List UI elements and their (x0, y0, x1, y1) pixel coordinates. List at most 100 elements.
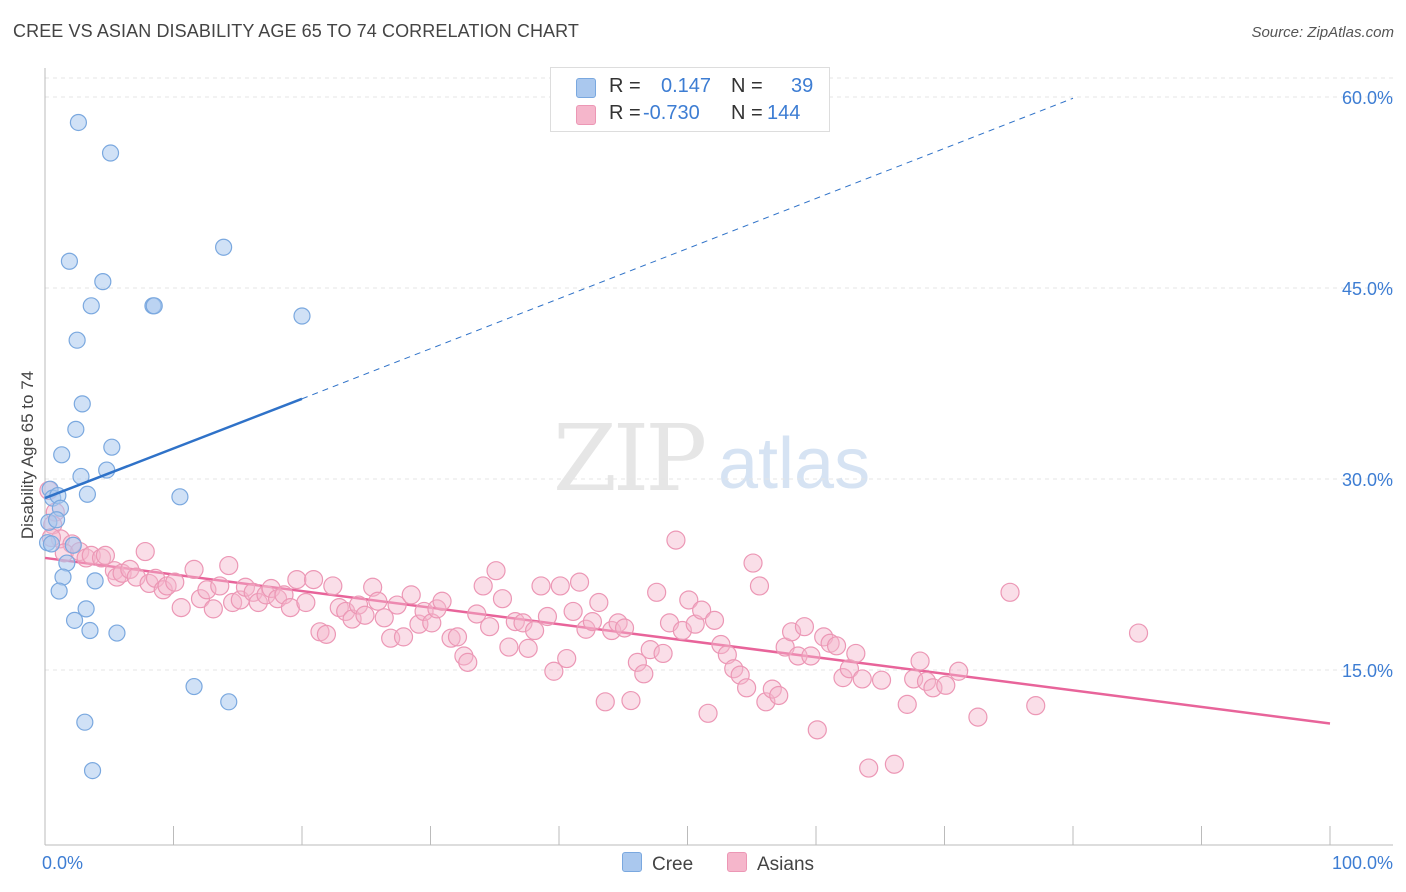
asians-point (323, 576, 343, 596)
cree-point (53, 446, 71, 464)
cree-trend-line (44, 397, 303, 500)
asians-point (550, 576, 570, 596)
asians-point (871, 670, 892, 690)
stats-legend: R = 0.147 N = 39 R = -0.730 N = 144 (550, 67, 830, 132)
asians-point (576, 619, 596, 639)
asians-point (826, 636, 847, 656)
asians-point (569, 572, 590, 592)
y-tick-label: 60.0% (1342, 88, 1393, 108)
legend-item-asians[interactable]: Asians (727, 852, 814, 876)
cree-point (220, 693, 238, 711)
cree-point (50, 582, 68, 600)
asians-r-value: -0.730 (643, 102, 700, 124)
y-tick-label: 15.0% (1342, 661, 1393, 681)
cree-point (185, 677, 203, 696)
asians-legend-swatch (727, 852, 747, 872)
asians-swatch (576, 105, 596, 125)
asians-point (348, 595, 369, 615)
cree-swatch (576, 78, 596, 98)
asians-point (769, 685, 789, 706)
asians-point (634, 664, 654, 684)
cree-point (293, 307, 311, 325)
legend-row-asians: R = -0.730 N = 144 (551, 102, 829, 130)
asians-point (473, 576, 493, 596)
asians-point (374, 608, 394, 628)
asians-point (968, 707, 988, 727)
cree-n-label: N = (731, 75, 763, 97)
asians-point (120, 559, 140, 580)
asians-point (171, 598, 191, 618)
cree-trend-extension (301, 97, 1074, 400)
asians-point (807, 720, 827, 740)
watermark-atlas: atlas (718, 424, 871, 504)
asians-point (513, 613, 533, 633)
asians-point (219, 555, 239, 576)
asians-point (76, 548, 96, 568)
cree-legend-label: Cree (652, 854, 694, 875)
legend-item-cree[interactable]: Cree (622, 852, 693, 876)
asians-point (653, 643, 673, 664)
asians-point (794, 617, 815, 637)
asians-point (852, 669, 872, 689)
asians-point (846, 643, 866, 664)
cree-point (83, 761, 102, 780)
asians-point (432, 591, 452, 611)
axes (44, 68, 1393, 846)
asians-point (563, 601, 583, 622)
asians-point (589, 592, 609, 613)
cree-point (215, 238, 233, 256)
cree-point (82, 297, 100, 315)
asians-point (165, 572, 185, 592)
asians-point (743, 553, 763, 573)
asians-point (223, 592, 243, 613)
cree-point (64, 536, 82, 554)
asians-point (486, 561, 506, 581)
cree-point (67, 420, 85, 438)
asians-point (608, 613, 628, 633)
asians-point (582, 612, 603, 632)
legend-row-cree: R = 0.147 N = 39 (551, 75, 829, 103)
asians-point (627, 652, 647, 672)
asians-point (524, 620, 545, 641)
cree-point (60, 252, 79, 270)
asians-point (897, 694, 917, 714)
cree-point (86, 572, 104, 590)
watermark-zip: ZIP (553, 405, 707, 512)
asians-point (316, 624, 337, 644)
chart-title: CREE VS ASIAN DISABILITY AGE 65 TO 74 CO… (13, 21, 580, 41)
x-tick-label-start: 0.0% (42, 853, 83, 873)
cree-point (69, 113, 88, 132)
cree-r-label: R = (609, 75, 641, 97)
asians-point (666, 530, 686, 550)
asians-point (949, 661, 969, 681)
cree-point (42, 535, 61, 553)
y-tick-label: 45.0% (1342, 279, 1393, 299)
cree-point (76, 713, 94, 731)
asians-point (210, 576, 230, 596)
asians-point (447, 627, 468, 647)
asians-point (197, 580, 217, 600)
cree-point (65, 611, 84, 629)
asians-point (692, 600, 712, 620)
asians-point (537, 606, 558, 627)
cree-point (81, 621, 99, 640)
asians-point (401, 585, 421, 605)
asians-point (557, 648, 577, 669)
asians-point (531, 576, 551, 596)
asians-point (1000, 582, 1020, 602)
asians-point (467, 604, 487, 624)
cree-point (68, 331, 86, 349)
asians-point (679, 590, 699, 610)
asians-point (145, 568, 166, 588)
asians-point (518, 638, 538, 658)
asians-point (737, 678, 757, 698)
asians-point (717, 645, 737, 665)
asians-legend-label: Asians (757, 854, 815, 875)
asians-points (39, 480, 1149, 778)
asians-point (492, 589, 513, 609)
asians-point (1026, 696, 1046, 716)
cree-point (108, 624, 126, 642)
asians-point (781, 622, 802, 642)
asians-point (640, 640, 660, 660)
